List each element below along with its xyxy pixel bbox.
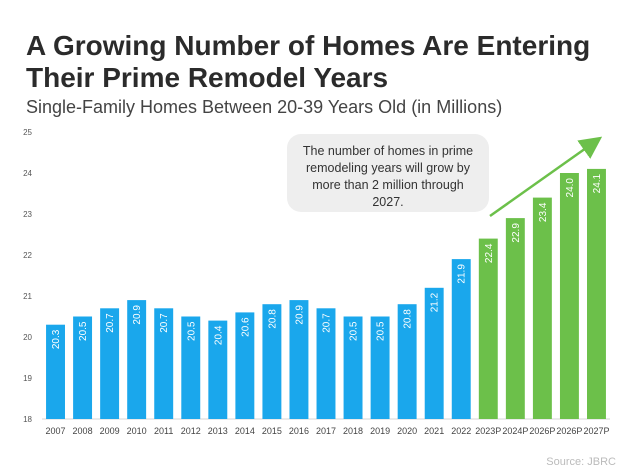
bar-value-label: 21.2 [430, 292, 441, 312]
bar [370, 316, 390, 419]
bar-value-label: 24.1 [592, 173, 603, 193]
x-tick-label: 2027P [583, 426, 609, 436]
chart-subtitle: Single-Family Homes Between 20-39 Years … [26, 97, 503, 117]
bar-value-label: 20.5 [349, 321, 360, 341]
x-tick-label: 2007 [46, 426, 66, 436]
bar-value-label: 20.8 [403, 309, 414, 329]
bar-value-label: 20.7 [105, 313, 116, 333]
bar [181, 316, 201, 419]
x-tick-label: 2015 [262, 426, 282, 436]
bar [289, 300, 309, 419]
y-tick-label: 25 [23, 128, 32, 137]
bar-value-label: 20.9 [294, 305, 305, 325]
x-tick-label: 2026P [529, 426, 555, 436]
x-tick-label: 2023P [475, 426, 501, 436]
bar-value-label: 22.4 [484, 243, 495, 263]
bar [343, 316, 363, 419]
x-tick-label: 2009 [100, 426, 120, 436]
projected-bar [505, 218, 525, 419]
projected-bar [559, 173, 579, 419]
bar-value-label: 20.4 [213, 325, 224, 345]
bar [262, 304, 282, 419]
bar-value-label: 20.3 [51, 329, 62, 349]
y-tick-label: 18 [23, 415, 32, 424]
bar-value-label: 20.7 [159, 313, 170, 333]
bar-value-label: 21.9 [457, 264, 468, 284]
bar-layer: 20.3 20.5 20.7 20.9 20.7 20.5 20.4 20.6 20.8 20.9… [46, 168, 606, 419]
bar [46, 324, 65, 419]
bar [235, 312, 255, 419]
y-tick-label: 23 [23, 210, 32, 219]
bar-value-label: 20.5 [78, 321, 89, 341]
y-tick-label: 19 [23, 374, 32, 383]
bar-value-label: 20.5 [186, 321, 197, 341]
trend-arrow [489, 136, 603, 218]
x-tick-label: 2022 [451, 426, 471, 436]
bar-value-label: 20.8 [267, 309, 278, 329]
bar [100, 308, 120, 419]
y-tick-label: 24 [23, 169, 32, 178]
x-tick-label: 2024P [502, 426, 528, 436]
bar-value-label: 22.9 [511, 223, 522, 243]
bar [424, 287, 444, 419]
y-tick-label: 21 [23, 292, 32, 301]
x-tick-label: 2014 [235, 426, 255, 436]
x-tick-label: 2026P [556, 426, 582, 436]
bar [316, 308, 336, 419]
bar [73, 316, 93, 419]
bar [208, 320, 228, 419]
x-tick-label: 2020 [397, 426, 417, 436]
bar-value-label: 20.6 [240, 317, 251, 337]
projected-bar [532, 197, 552, 419]
bar [154, 308, 174, 419]
x-tick-label: 2010 [127, 426, 147, 436]
source-note: Source: JBRC [546, 456, 616, 468]
x-tick-label: 2016 [289, 426, 309, 436]
bar [397, 304, 417, 419]
projected-bar [587, 168, 606, 419]
annotation-callout: The number of homes in prime remodeling … [287, 134, 489, 212]
projected-bar [478, 238, 498, 419]
x-tick-label: 2019 [370, 426, 390, 436]
bar-value-label: 20.7 [322, 313, 333, 333]
x-tick-label: 2012 [181, 426, 201, 436]
bar [451, 259, 471, 419]
bar-value-label: 24.0 [565, 178, 576, 198]
bar-value-label: 20.5 [376, 321, 387, 341]
x-tick-label: 2021 [424, 426, 444, 436]
x-tick-label: 2018 [343, 426, 363, 436]
bar-value-label: 23.4 [538, 202, 549, 222]
y-tick-label: 20 [23, 333, 32, 342]
bar-value-label: 20.9 [132, 305, 143, 325]
y-tick-label: 22 [23, 251, 32, 260]
chart-title: A Growing Number of Homes Are Entering T… [26, 30, 591, 93]
x-tick-label: 2008 [73, 426, 93, 436]
x-tick-label: 2011 [154, 426, 173, 436]
x-tick-label: 2013 [208, 426, 228, 436]
bar [127, 300, 147, 419]
x-tick-label: 2017 [316, 426, 336, 436]
